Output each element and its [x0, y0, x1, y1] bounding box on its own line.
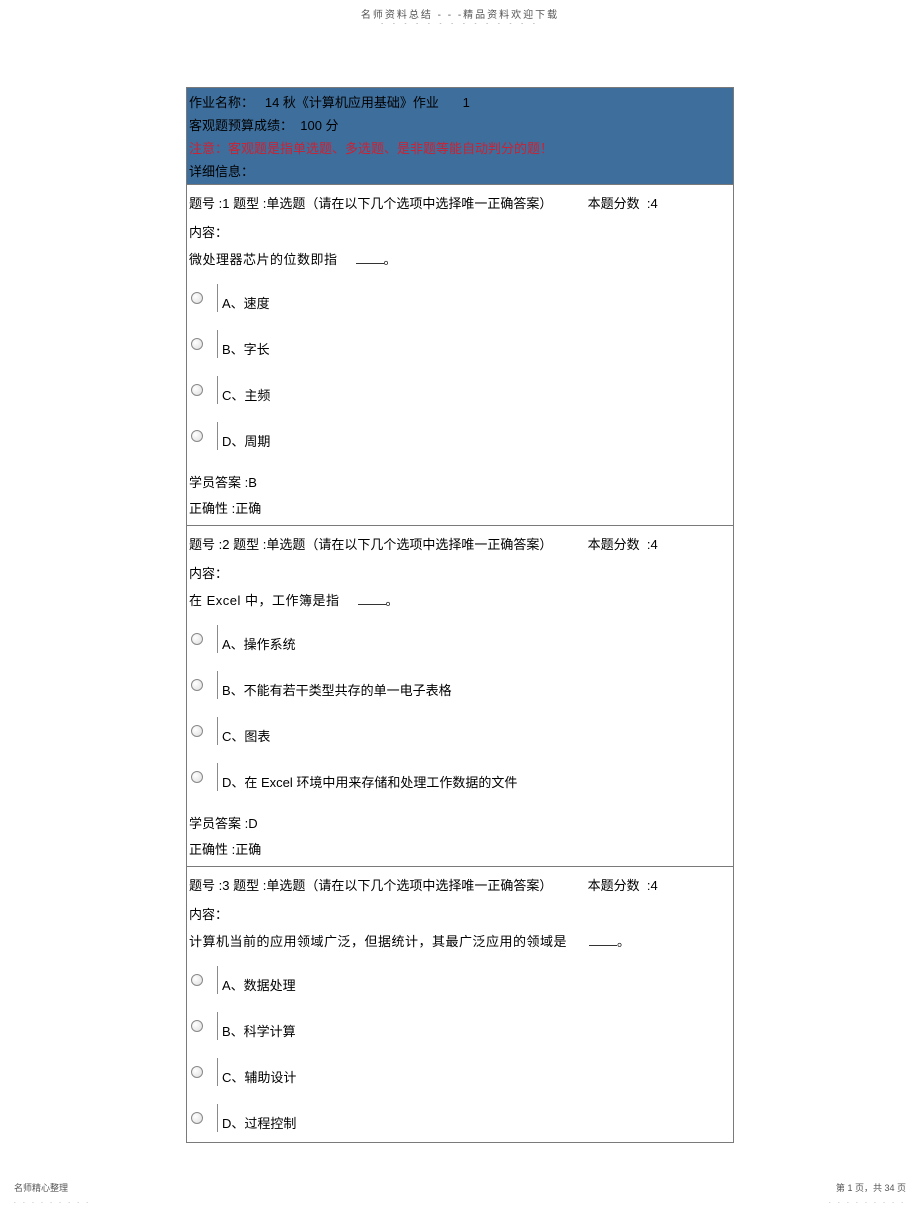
option-text: D、过程控制	[218, 1107, 300, 1132]
question-cell: 题号 :3 题型 :单选题（请在以下几个选项中选择唯一正确答案） 本题分数 :4…	[187, 867, 734, 1143]
option-text: C、主频	[218, 379, 274, 404]
student-answer: 学员答案 :B	[189, 468, 731, 495]
radio-icon[interactable]	[191, 430, 203, 442]
question-cell: 题号 :2 题型 :单选题（请在以下几个选项中选择唯一正确答案） 本题分数 :4…	[187, 526, 734, 867]
option-row: C、辅助设计	[189, 1058, 731, 1086]
page-top-dots: - - - - - - - - - - - - - -	[0, 21, 920, 27]
radio-icon[interactable]	[191, 771, 203, 783]
student-answer: 学员答案 :D	[189, 809, 731, 836]
score-label: 客观题预算成绩：	[189, 118, 293, 133]
question-text: 在 Excel 中，工作簿是指。	[189, 586, 731, 619]
option-text: D、在 Excel 环境中用来存储和处理工作数据的文件	[218, 766, 521, 791]
page-footer: 名师精心整理 第 1 页，共 34 页	[0, 1173, 920, 1200]
radio-icon[interactable]	[191, 1020, 203, 1032]
footer-dots: - - - - - - - - - - - - - - - - - -	[0, 1200, 920, 1212]
note-text: 注意：客观题是指单选题、多选题、是非题等能自动判分的题！	[189, 136, 731, 159]
question-text: 微处理器芯片的位数即指。	[189, 245, 731, 278]
correctness: 正确性 :正确	[189, 495, 731, 521]
option-row: D、在 Excel 环境中用来存储和处理工作数据的文件	[189, 763, 731, 791]
radio-icon[interactable]	[191, 292, 203, 304]
option-row: C、主频	[189, 376, 731, 404]
option-row: A、操作系统	[189, 625, 731, 653]
option-row: B、字长	[189, 330, 731, 358]
radio-icon[interactable]	[191, 1066, 203, 1078]
radio-icon[interactable]	[191, 974, 203, 986]
option-text: B、科学计算	[218, 1015, 300, 1040]
question-meta: 题号 :3 题型 :单选题（请在以下几个选项中选择唯一正确答案） 本题分数 :4	[189, 869, 731, 900]
assignment-name-label: 作业名称：	[189, 95, 254, 110]
assignment-name-number: 1	[463, 95, 470, 110]
radio-icon[interactable]	[191, 679, 203, 691]
option-row: A、数据处理	[189, 966, 731, 994]
score-value: 100 分	[300, 118, 338, 133]
option-text: A、操作系统	[218, 628, 300, 653]
option-row: D、周期	[189, 422, 731, 450]
option-row: B、科学计算	[189, 1012, 731, 1040]
option-row: B、不能有若干类型共存的单一电子表格	[189, 671, 731, 699]
footer-right: 第 1 页，共 34 页	[836, 1181, 906, 1194]
question-text: 计算机当前的应用领域广泛，但据统计，其最广泛应用的领域是。	[189, 927, 731, 960]
option-row: C、图表	[189, 717, 731, 745]
radio-icon[interactable]	[191, 384, 203, 396]
footer-left: 名师精心整理	[14, 1181, 68, 1194]
option-text: C、图表	[218, 720, 274, 745]
content-label: 内容：	[189, 900, 731, 927]
option-text: D、周期	[218, 425, 274, 450]
radio-icon[interactable]	[191, 1112, 203, 1124]
option-text: A、速度	[218, 287, 274, 312]
assignment-table: 作业名称： 14 秋《计算机应用基础》作业 1 客观题预算成绩： 100 分 注…	[186, 87, 734, 1143]
radio-icon[interactable]	[191, 338, 203, 350]
radio-icon[interactable]	[191, 725, 203, 737]
assignment-name-value: 14 秋《计算机应用基础》作业	[265, 95, 439, 110]
option-text: B、字长	[218, 333, 274, 358]
detail-label: 详细信息：	[189, 159, 731, 182]
question-meta: 题号 :1 题型 :单选题（请在以下几个选项中选择唯一正确答案） 本题分数 :4	[189, 187, 731, 218]
page-top-header: 名师资料总结 - - -精品资料欢迎下载	[0, 0, 920, 21]
option-row: A、速度	[189, 284, 731, 312]
question-cell: 题号 :1 题型 :单选题（请在以下几个选项中选择唯一正确答案） 本题分数 :4…	[187, 185, 734, 526]
option-text: B、不能有若干类型共存的单一电子表格	[218, 674, 456, 699]
content-label: 内容：	[189, 218, 731, 245]
correctness: 正确性 :正确	[189, 836, 731, 862]
assignment-header: 作业名称： 14 秋《计算机应用基础》作业 1 客观题预算成绩： 100 分 注…	[187, 88, 734, 185]
content-label: 内容：	[189, 559, 731, 586]
option-text: C、辅助设计	[218, 1061, 300, 1086]
radio-icon[interactable]	[191, 633, 203, 645]
question-meta: 题号 :2 题型 :单选题（请在以下几个选项中选择唯一正确答案） 本题分数 :4	[189, 528, 731, 559]
option-text: A、数据处理	[218, 969, 300, 994]
option-row: D、过程控制	[189, 1104, 731, 1132]
